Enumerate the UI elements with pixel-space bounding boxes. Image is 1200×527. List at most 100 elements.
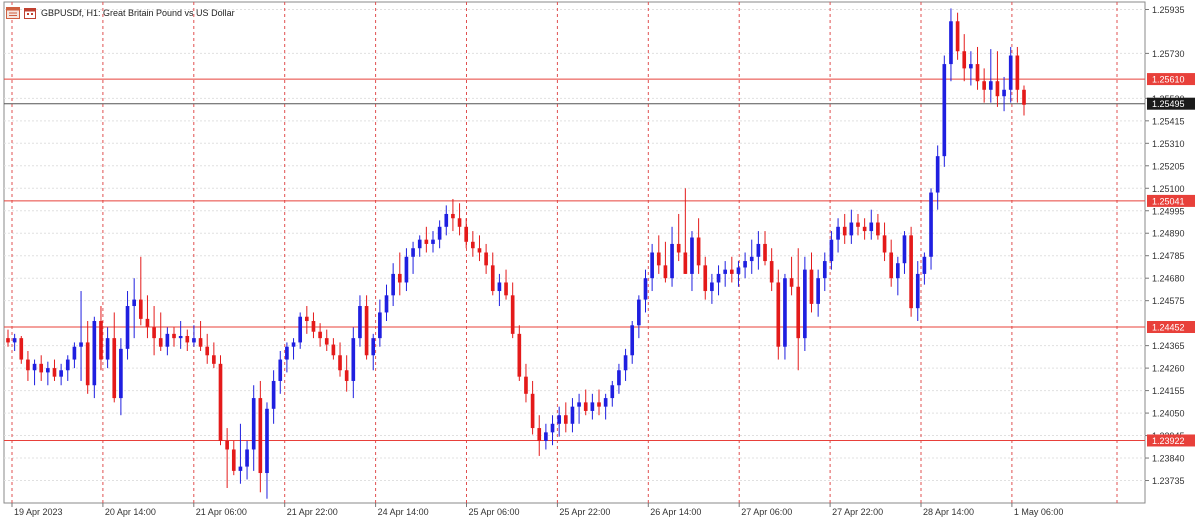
y-tick-label: 1.25205 <box>1152 161 1185 171</box>
candle-body <box>165 333 170 347</box>
candle-body <box>563 415 568 424</box>
candle-body <box>670 243 674 279</box>
y-tick-label: 1.24155 <box>1152 386 1185 396</box>
candle-body <box>271 380 276 409</box>
candle-body <box>457 218 462 227</box>
candle-body <box>285 346 289 360</box>
y-tick-label: 1.25415 <box>1152 116 1185 126</box>
candle-body <box>683 252 688 274</box>
y-tick-label: 1.23735 <box>1152 476 1185 486</box>
candle-body <box>404 256 409 283</box>
candle-body <box>32 363 37 371</box>
candle-body <box>504 282 508 296</box>
candle-body <box>942 64 947 157</box>
calendar-icon[interactable] <box>24 7 36 19</box>
candle-body <box>484 252 488 266</box>
candle-body <box>796 286 801 339</box>
candle-body <box>132 299 136 307</box>
candle-body <box>218 363 223 441</box>
candle-body <box>597 402 601 407</box>
candle-body <box>530 393 535 429</box>
candle-body <box>856 222 860 227</box>
x-tick-label: 28 Apr 14:00 <box>923 507 974 517</box>
candle-body <box>79 342 83 347</box>
candle-body <box>969 64 973 69</box>
candle-body <box>1008 55 1013 90</box>
candle-body <box>231 449 236 471</box>
candle-body <box>245 449 249 467</box>
candle-body <box>630 325 635 356</box>
candle-body <box>105 338 110 360</box>
level-price-tag <box>1147 434 1195 447</box>
candle-body <box>544 432 548 441</box>
candle-body <box>471 241 475 249</box>
x-tick-label: 24 Apr 14:00 <box>378 507 429 517</box>
candle-body <box>869 222 874 232</box>
x-tick-label: 25 Apr 06:00 <box>469 507 520 517</box>
candle-body <box>842 226 847 236</box>
candle-body <box>789 278 794 287</box>
candle-body <box>643 278 648 300</box>
y-tick-label: 1.25935 <box>1152 5 1185 15</box>
y-tick-label: 1.24785 <box>1152 251 1185 261</box>
candle-body <box>729 269 734 274</box>
level-price-tag <box>1147 194 1195 207</box>
candle-body <box>477 248 482 253</box>
level-price-label: 1.25041 <box>1152 196 1185 206</box>
candle-body <box>411 248 415 257</box>
candle-body <box>809 269 814 304</box>
x-tick-label: 20 Apr 14:00 <box>105 507 156 517</box>
candle-body <box>656 252 661 266</box>
x-tick-label: 19 Apr 2023 <box>14 507 63 517</box>
candle-body <box>417 239 422 249</box>
candle-body <box>577 402 581 407</box>
y-tick-label: 1.23840 <box>1152 454 1185 464</box>
chart-window-icon[interactable] <box>6 7 20 19</box>
candle-body <box>65 359 70 371</box>
candle-body <box>862 226 867 232</box>
candle-body <box>331 344 336 356</box>
candle-body <box>59 370 63 377</box>
candle-body <box>397 273 402 283</box>
candle-body <box>384 295 389 313</box>
candle-body <box>988 81 993 90</box>
candle-body <box>517 333 522 377</box>
candle-body <box>690 237 694 274</box>
candle-body <box>610 385 615 399</box>
level-price-tag <box>1147 73 1195 86</box>
candle-body <box>570 406 575 424</box>
candle-body <box>676 243 681 253</box>
candle-body <box>437 226 442 240</box>
candle-body <box>716 273 721 283</box>
candle-body <box>318 331 322 339</box>
candle-body <box>251 398 256 450</box>
candle-body <box>603 398 608 407</box>
candle-body <box>922 256 927 274</box>
candle-body <box>896 263 900 279</box>
candle-body <box>822 261 827 279</box>
candle-body <box>451 213 455 219</box>
candle-body <box>915 273 920 309</box>
candle-body <box>185 336 190 343</box>
x-tick-label: 25 Apr 22:00 <box>559 507 610 517</box>
candle-body <box>723 269 728 274</box>
candle-body <box>291 342 296 347</box>
candle-body <box>26 359 30 371</box>
candle-body <box>112 338 117 399</box>
candle-body <box>344 370 349 381</box>
candle-body <box>876 222 880 236</box>
candle-body <box>663 265 668 279</box>
current-price-label: 1.25495 <box>1152 99 1185 109</box>
candle-body <box>1022 89 1026 105</box>
x-tick-label: 26 Apr 14:00 <box>650 507 701 517</box>
candle-body <box>178 336 183 339</box>
candle-body <box>816 278 820 304</box>
candle-body <box>278 359 283 381</box>
candle-body <box>583 402 588 411</box>
candle-body <box>311 321 316 332</box>
x-tick-label: 21 Apr 06:00 <box>196 507 247 517</box>
candle-body <box>637 299 641 326</box>
candle-body <box>736 267 741 274</box>
candle-body <box>1002 89 1006 97</box>
